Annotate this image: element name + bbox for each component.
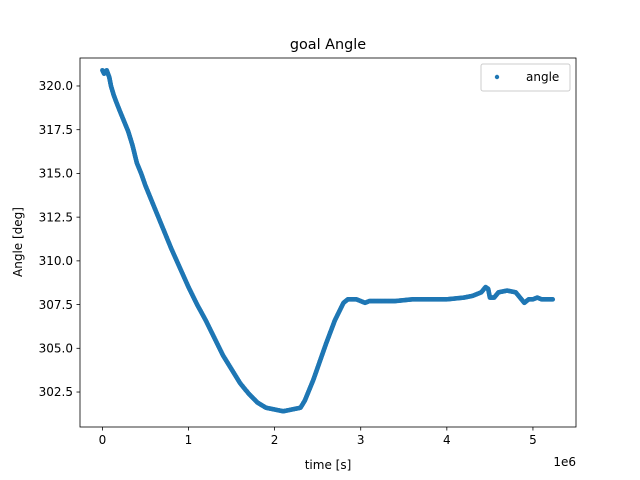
legend-box xyxy=(480,63,571,92)
x-tick-label: 2 xyxy=(271,433,279,447)
legend-label-angle: angle xyxy=(526,70,559,84)
data-point xyxy=(550,297,556,302)
y-tick-label: 310.0 xyxy=(39,254,73,268)
chart-title: goal Angle xyxy=(290,37,366,53)
y-axis: 302.5 305.0 307.5 310.0 312.5 315.0 317.5 320.0 xyxy=(39,79,80,399)
y-tick-label: 305.0 xyxy=(39,342,73,356)
series-angle xyxy=(100,67,556,414)
y-tick-label: 317.5 xyxy=(39,123,73,137)
x-tick-label: 3 xyxy=(357,433,365,447)
data-layer xyxy=(100,67,556,414)
y-tick-label: 315.0 xyxy=(39,167,73,181)
y-tick-label: 320.0 xyxy=(39,79,73,93)
y-axis-label: Angle [deg] xyxy=(11,207,25,277)
y-tick-label: 312.5 xyxy=(39,210,73,224)
x-axis-label: time [s] xyxy=(305,458,352,472)
plot-area-frame xyxy=(79,57,577,428)
x-tick-label: 1 xyxy=(185,433,193,447)
y-tick-label: 302.5 xyxy=(39,385,73,399)
x-tick-label: 5 xyxy=(529,433,537,447)
x-tick-label: 4 xyxy=(443,433,451,447)
x-axis: 0 1 2 3 4 5 xyxy=(99,427,537,447)
legend: angle xyxy=(480,63,571,92)
legend-marker-angle xyxy=(494,74,500,80)
x-axis-offset-text: 1e6 xyxy=(553,455,576,469)
y-tick-label: 307.5 xyxy=(39,298,73,312)
x-tick-label: 0 xyxy=(99,433,107,447)
